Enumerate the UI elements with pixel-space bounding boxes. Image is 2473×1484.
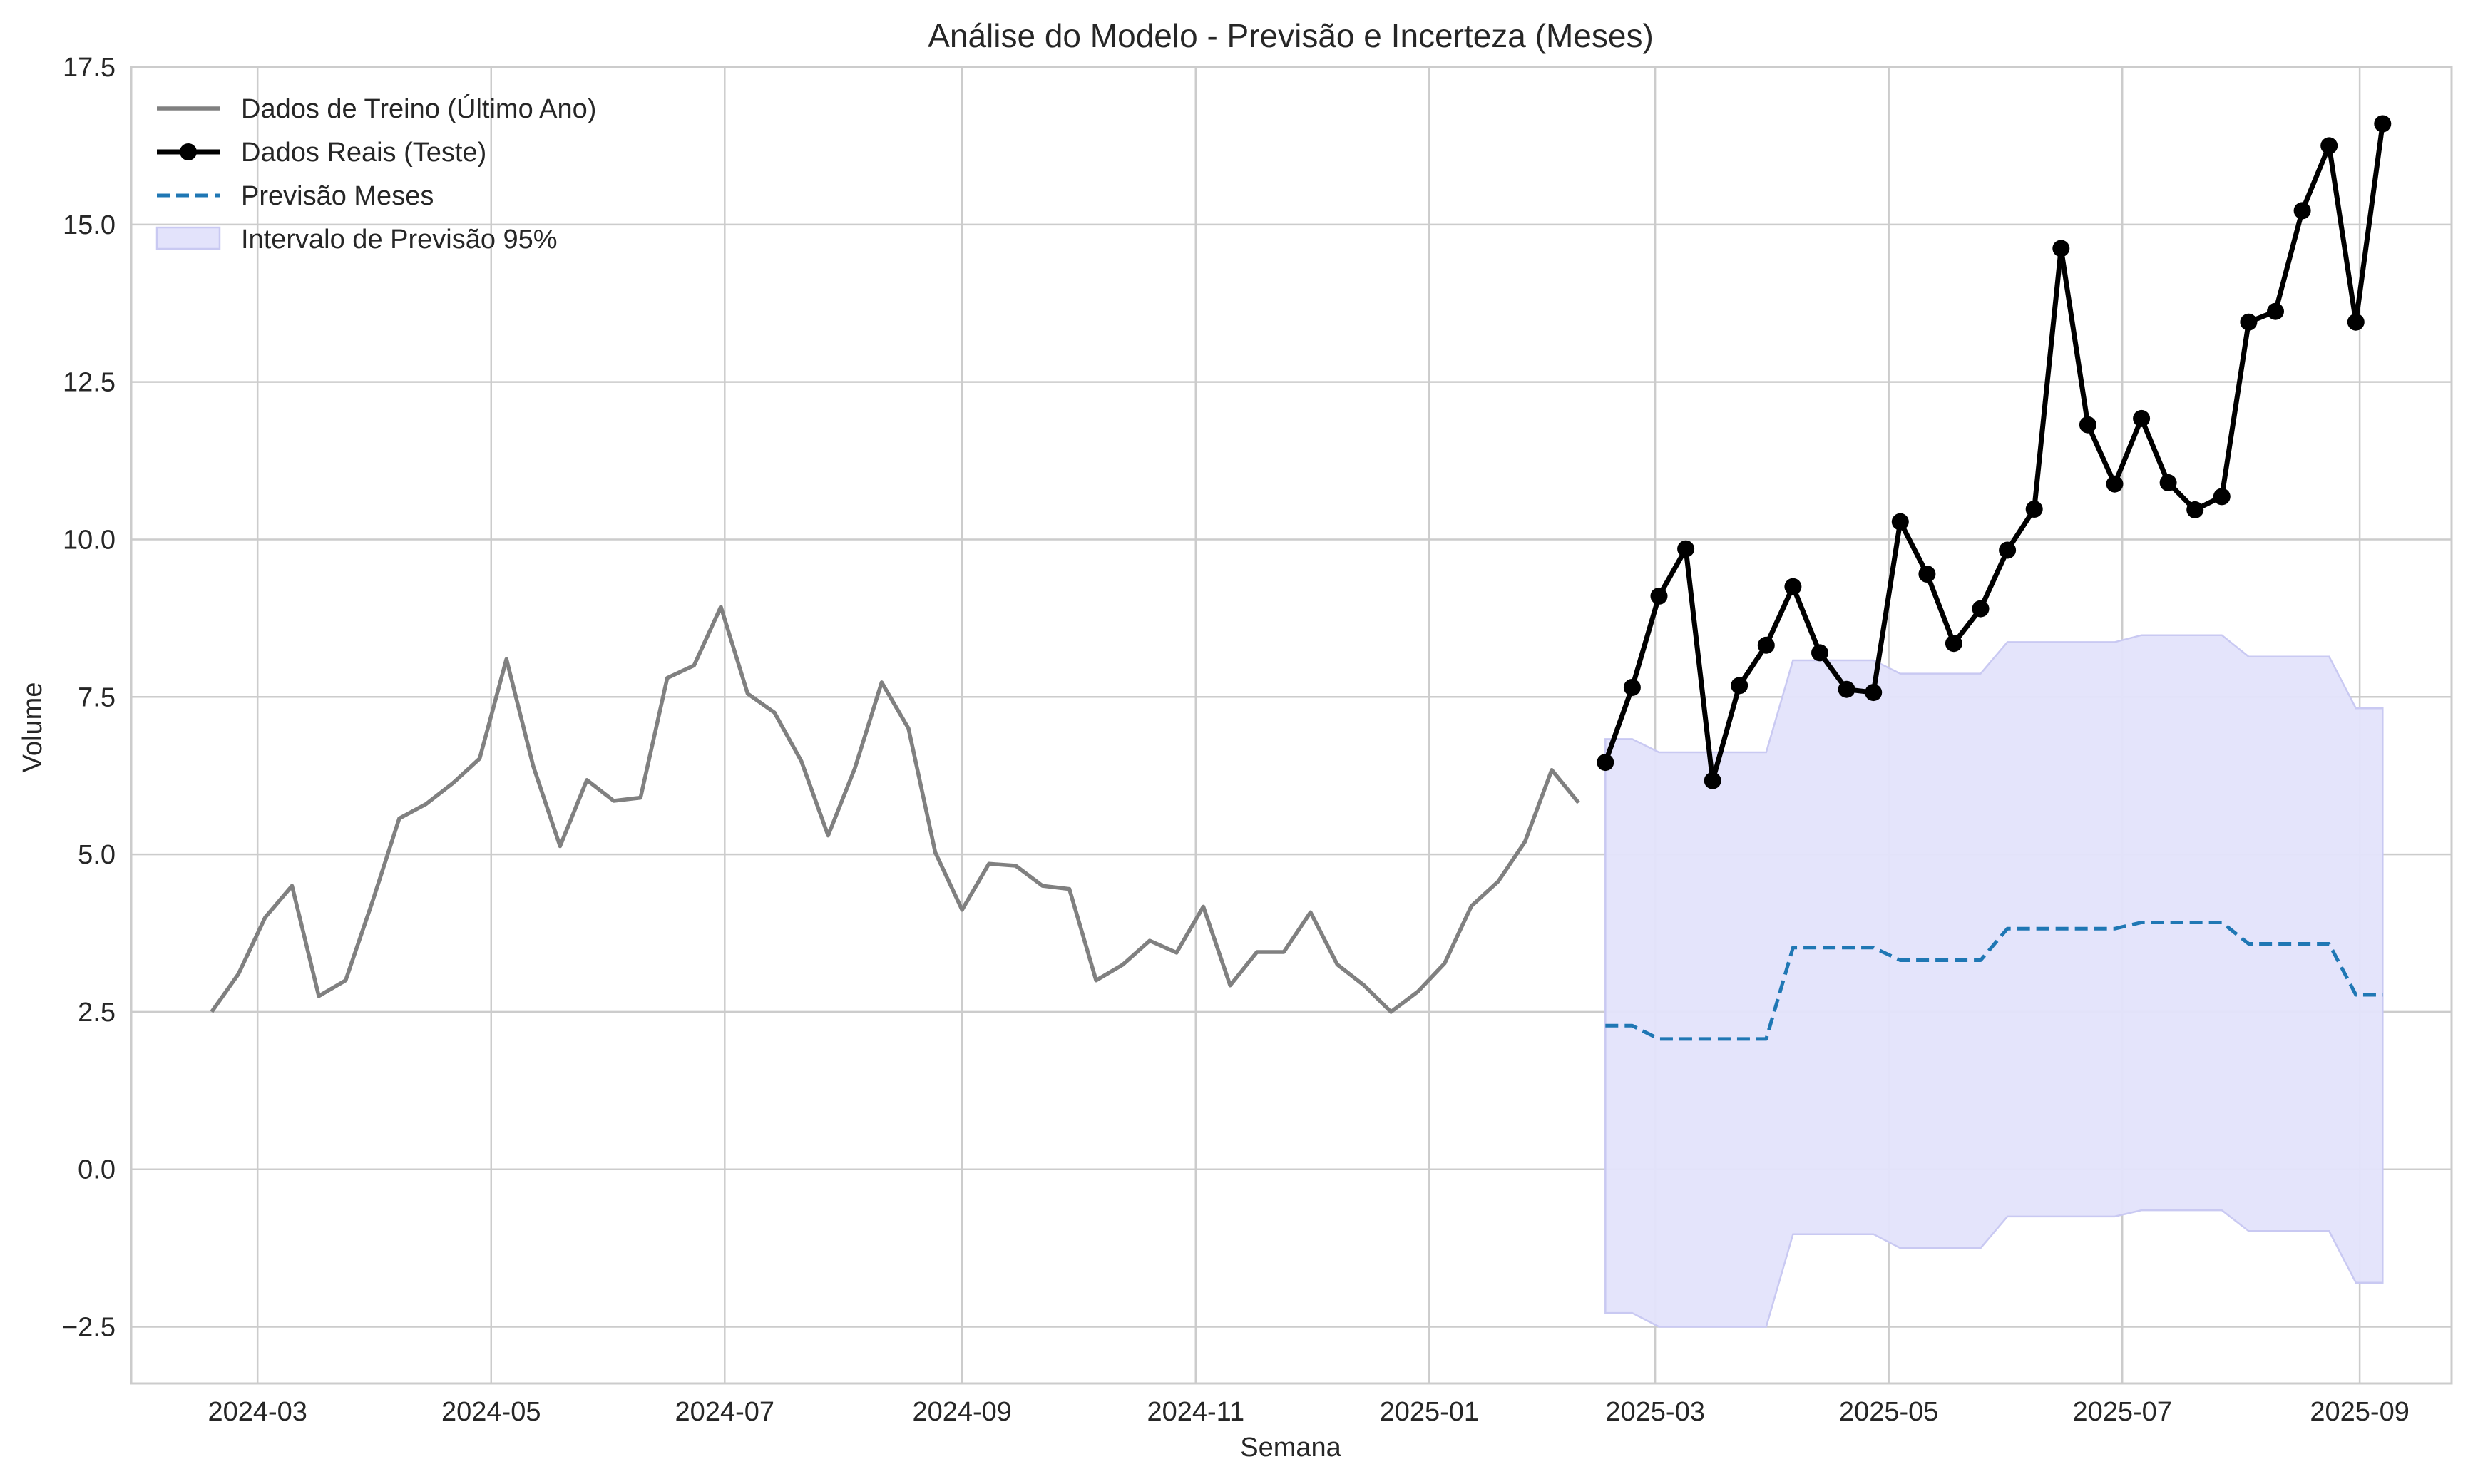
actual-data-point xyxy=(1999,541,2017,559)
actual-data-point xyxy=(1838,680,1855,698)
actual-data-point xyxy=(1945,635,1962,653)
actual-data-point xyxy=(2240,313,2258,331)
x-tick-label: 2024-05 xyxy=(441,1397,541,1427)
actual-data-point xyxy=(1972,600,1990,618)
tick-labels: −2.5 0.0 2.5 5.0 7.5 10.0 12.5 15.0 17.5 2024-03 2… xyxy=(62,53,2410,1427)
prediction-interval-band xyxy=(1604,634,2384,1328)
prediction-interval xyxy=(1604,634,2384,1328)
x-tick-label: 2025-07 xyxy=(2072,1397,2171,1427)
actual-data-point xyxy=(1623,679,1641,696)
y-tick-label: 17.5 xyxy=(63,53,116,83)
legend-actual-marker xyxy=(180,143,197,160)
actual-data-point xyxy=(2159,474,2177,491)
actual-data-point xyxy=(2320,137,2338,155)
legend-label: Previsão Meses xyxy=(241,181,434,211)
actual-data-point xyxy=(2133,409,2151,427)
x-tick-label: 2025-01 xyxy=(1380,1397,1479,1427)
train-series-line xyxy=(210,605,1580,1014)
actual-data-point xyxy=(1677,540,1695,558)
actual-data-point xyxy=(2267,302,2284,320)
plot-frame xyxy=(130,66,2453,1385)
y-tick-label: 5.0 xyxy=(78,840,116,870)
x-axis-label: Semana xyxy=(1240,1433,1341,1463)
x-tick-label: 2024-07 xyxy=(675,1397,774,1427)
y-axis-label: Volume xyxy=(18,682,48,773)
y-tick-label: −2.5 xyxy=(62,1313,116,1343)
actual-data-point xyxy=(1650,587,1668,605)
series-lines xyxy=(210,115,2392,1041)
legend-label: Intervalo de Previsão 95% xyxy=(241,225,558,255)
actual-data-point xyxy=(1891,513,1909,531)
y-tick-label: 7.5 xyxy=(78,682,116,712)
actual-data-point xyxy=(1918,566,1936,583)
x-tick-label: 2024-11 xyxy=(1147,1397,1244,1427)
actual-data-point xyxy=(1757,636,1775,654)
actual-data-point xyxy=(2186,501,2204,518)
actual-data-point xyxy=(1784,578,1802,595)
x-tick-label: 2025-09 xyxy=(2310,1397,2409,1427)
actual-data-point xyxy=(2347,313,2365,331)
x-tick-label: 2024-09 xyxy=(912,1397,1011,1427)
actual-data-point xyxy=(2079,416,2096,434)
x-tick-label: 2025-03 xyxy=(1605,1397,1704,1427)
actual-data-point xyxy=(2213,488,2231,506)
actual-data-point xyxy=(1731,677,1748,695)
legend-label: Dados de Treino (Último Ano) xyxy=(241,93,596,124)
y-tick-label: 12.5 xyxy=(63,368,116,398)
chart-title: Análise do Modelo - Previsão e Incerteza… xyxy=(928,17,1654,54)
actual-data-point xyxy=(2025,501,2043,518)
actual-data-point xyxy=(2052,240,2070,257)
x-tick-label: 2024-03 xyxy=(208,1397,307,1427)
actual-data-point xyxy=(2293,202,2311,220)
actual-data-point xyxy=(1811,644,1828,662)
legend-label: Dados Reais (Teste) xyxy=(241,138,486,168)
actual-data-point xyxy=(2374,115,2392,133)
actual-data-point xyxy=(2106,475,2124,493)
actual-data-point xyxy=(1597,754,1614,772)
plot-border xyxy=(130,66,2453,1385)
x-tick-label: 2025-05 xyxy=(1839,1397,1938,1427)
legend: Dados de Treino (Último Ano) Dados Reais … xyxy=(155,93,596,255)
forecast-series-line xyxy=(1605,921,2383,1041)
y-tick-label: 15.0 xyxy=(63,210,116,240)
y-tick-label: 2.5 xyxy=(78,998,116,1028)
actual-data-point xyxy=(1865,684,1883,702)
y-tick-label: 0.0 xyxy=(78,1155,116,1185)
actual-data-point xyxy=(1704,772,1721,789)
y-tick-label: 10.0 xyxy=(63,525,116,555)
legend-interval-key xyxy=(155,226,221,250)
